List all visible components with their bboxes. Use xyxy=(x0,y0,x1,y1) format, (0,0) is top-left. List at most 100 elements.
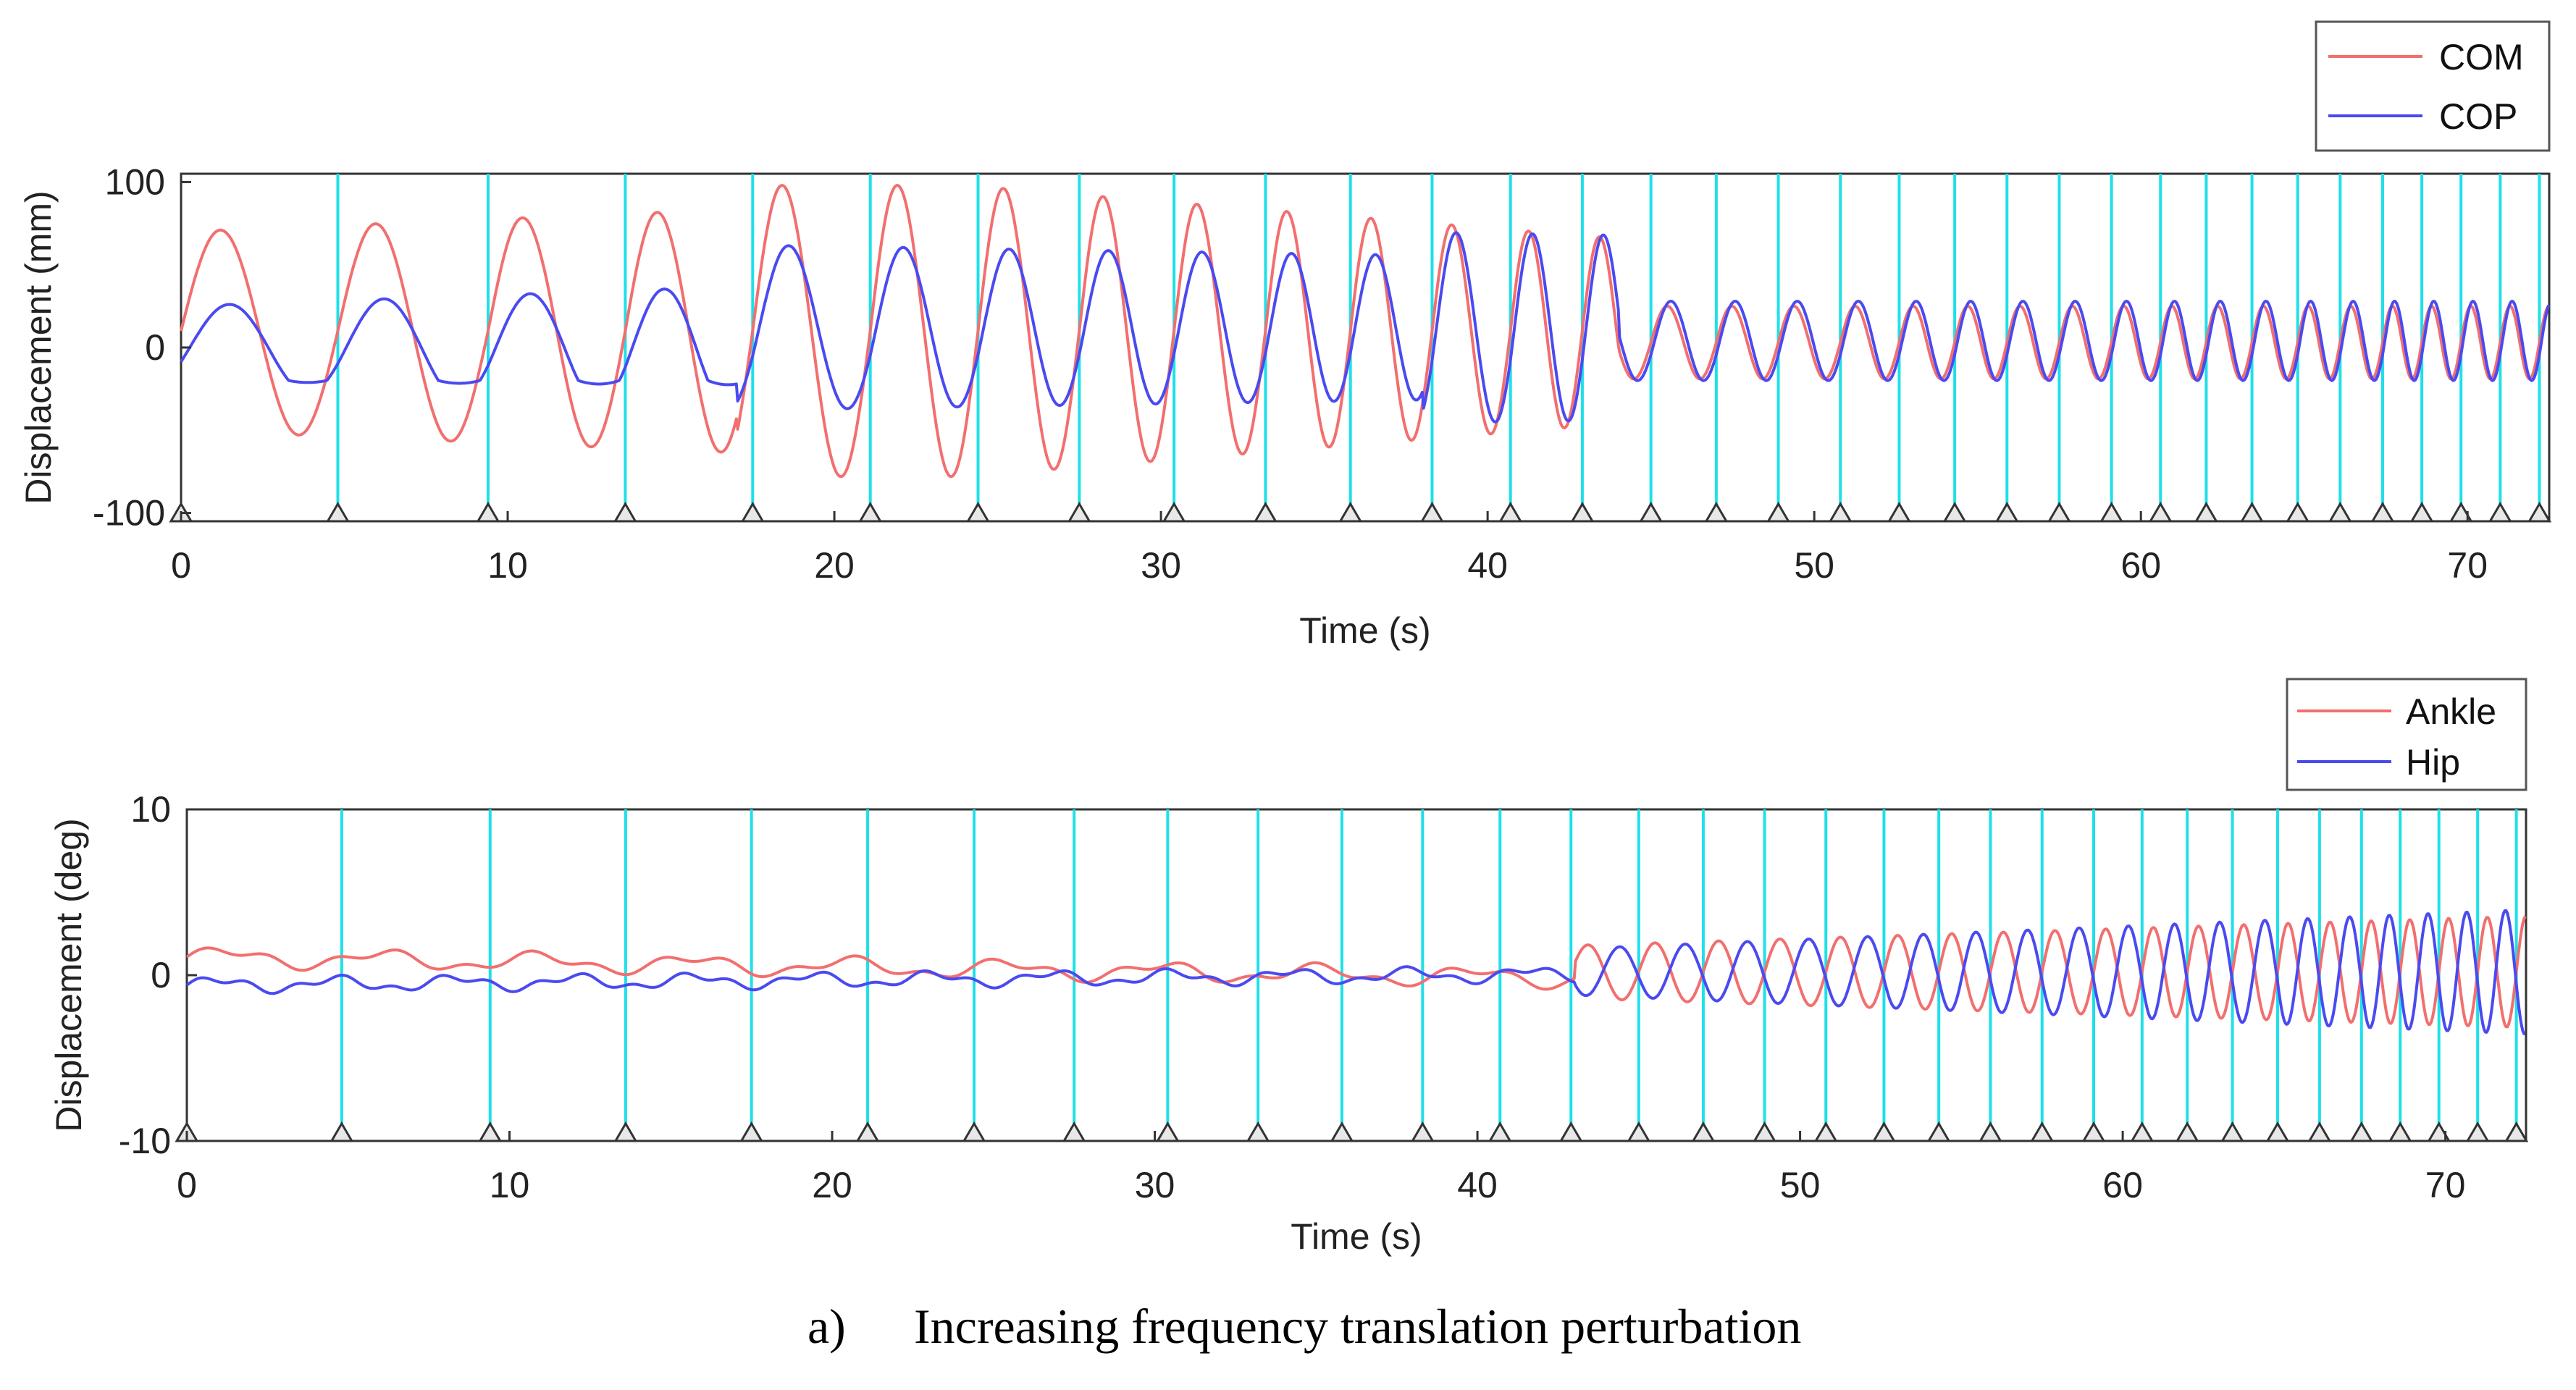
bottom-x-axis-label: Time (s) xyxy=(1291,1216,1422,1257)
event-marker xyxy=(1994,502,2019,523)
x-tick-label: 70 xyxy=(2447,545,2488,586)
event-marker xyxy=(1330,1121,1354,1142)
event-marker xyxy=(2427,1121,2451,1142)
top-x-ticks: 0 10 20 30 40 50 60 70 xyxy=(171,511,2488,586)
event-marker xyxy=(1627,1121,1651,1142)
event-marker xyxy=(1410,1121,1435,1142)
event-marker xyxy=(325,502,351,523)
top-series-group xyxy=(180,184,2551,479)
caption-label: a) xyxy=(807,1299,846,1354)
event-marker xyxy=(2328,502,2352,523)
x-tick-label: 50 xyxy=(1780,1165,1821,1205)
event-marker xyxy=(1558,1121,1583,1142)
event-marker xyxy=(2286,502,2310,523)
x-tick-label: 60 xyxy=(2102,1165,2143,1205)
x-tick-label: 30 xyxy=(1141,545,1181,586)
event-marker xyxy=(2370,502,2395,523)
y-tick-label: 10 xyxy=(130,789,171,830)
caption-text: Increasing frequency translation perturb… xyxy=(914,1299,1801,1354)
event-marker xyxy=(2081,1121,2106,1142)
x-tick-label: 0 xyxy=(171,545,191,586)
event-marker xyxy=(1498,502,1523,523)
event-marker xyxy=(2130,1121,2155,1142)
bottom-plot-area xyxy=(185,808,2527,1142)
y-tick-label: -10 xyxy=(119,1121,171,1161)
event-marker xyxy=(965,502,991,523)
event-marker xyxy=(1691,1121,1716,1142)
top-y-ticks: -100 0 100 xyxy=(93,161,191,534)
bottom-y-axis-label: Displacement (deg) xyxy=(49,818,89,1132)
event-marker xyxy=(613,1121,638,1142)
event-marker xyxy=(962,1121,986,1142)
event-marker xyxy=(1704,502,1729,523)
x-tick-label: 60 xyxy=(2120,545,2161,586)
top-legend-box xyxy=(2315,20,2551,152)
event-marker xyxy=(1828,502,1853,523)
event-marker xyxy=(2239,502,2265,523)
bottom-event-markers xyxy=(175,1121,2529,1142)
event-marker xyxy=(1813,1121,1838,1142)
series-line-hip xyxy=(185,909,2526,1036)
event-marker xyxy=(1942,502,1967,523)
bottom-x-ticks: 0 10 20 30 40 50 60 70 xyxy=(177,1131,2465,1205)
top-legend-com-label: COM xyxy=(2439,37,2524,77)
top-x-axis-label: Time (s) xyxy=(1299,610,1430,651)
event-marker xyxy=(1978,1121,2003,1142)
series-line-cop xyxy=(180,231,2551,424)
event-marker xyxy=(2047,502,2072,523)
event-marker xyxy=(2175,1121,2199,1142)
x-tick-label: 50 xyxy=(1794,545,1834,586)
event-marker xyxy=(1926,1121,1951,1142)
event-marker xyxy=(1488,1121,1512,1142)
event-marker xyxy=(2409,502,2434,523)
event-marker xyxy=(2030,1121,2055,1142)
event-marker xyxy=(476,502,500,523)
event-marker xyxy=(330,1121,354,1142)
bottom-legend-hip-label: Hip xyxy=(2406,742,2460,783)
event-marker xyxy=(1067,502,1091,523)
top-event-markers xyxy=(169,502,2552,523)
y-tick-label: 100 xyxy=(105,161,165,202)
event-marker xyxy=(1887,502,1912,523)
event-marker xyxy=(740,502,765,523)
event-marker xyxy=(1766,502,1791,523)
y-tick-label: 0 xyxy=(151,955,171,995)
y-tick-label: 0 xyxy=(145,327,165,368)
top-y-axis-label: Displacement (mm) xyxy=(18,190,59,504)
event-marker xyxy=(1338,502,1363,523)
event-marker xyxy=(2449,502,2473,523)
x-tick-label: 40 xyxy=(1457,1165,1498,1205)
event-marker xyxy=(2220,1121,2245,1142)
event-marker xyxy=(478,1121,503,1142)
bottom-legend-ankle-label: Ankle xyxy=(2406,691,2496,732)
event-marker xyxy=(1062,1121,1086,1142)
event-marker xyxy=(855,1121,880,1142)
x-tick-label: 40 xyxy=(1467,545,1508,586)
x-tick-label: 70 xyxy=(2425,1165,2466,1205)
event-marker xyxy=(1752,1121,1777,1142)
event-marker xyxy=(1570,502,1595,523)
event-marker xyxy=(1871,1121,1897,1142)
bottom-series-group xyxy=(185,909,2527,1036)
top-legend-cop-label: COP xyxy=(2439,96,2517,137)
x-tick-label: 30 xyxy=(1135,1165,1175,1205)
event-marker xyxy=(2465,1121,2490,1142)
event-marker xyxy=(2488,502,2512,523)
event-marker xyxy=(2527,502,2552,523)
event-marker xyxy=(1162,502,1186,523)
event-marker xyxy=(2148,502,2173,523)
y-tick-label: -100 xyxy=(93,493,165,534)
series-line-com xyxy=(180,184,2550,479)
event-marker xyxy=(2265,1121,2290,1142)
event-marker xyxy=(1253,502,1278,523)
x-tick-label: 10 xyxy=(490,1165,530,1205)
event-marker xyxy=(1419,502,1445,523)
bottom-legend-box xyxy=(2286,678,2527,791)
event-marker xyxy=(1246,1121,1270,1142)
event-marker xyxy=(2504,1121,2529,1142)
event-marker xyxy=(2307,1121,2332,1142)
x-tick-label: 20 xyxy=(814,545,855,586)
x-tick-label: 10 xyxy=(487,545,528,586)
